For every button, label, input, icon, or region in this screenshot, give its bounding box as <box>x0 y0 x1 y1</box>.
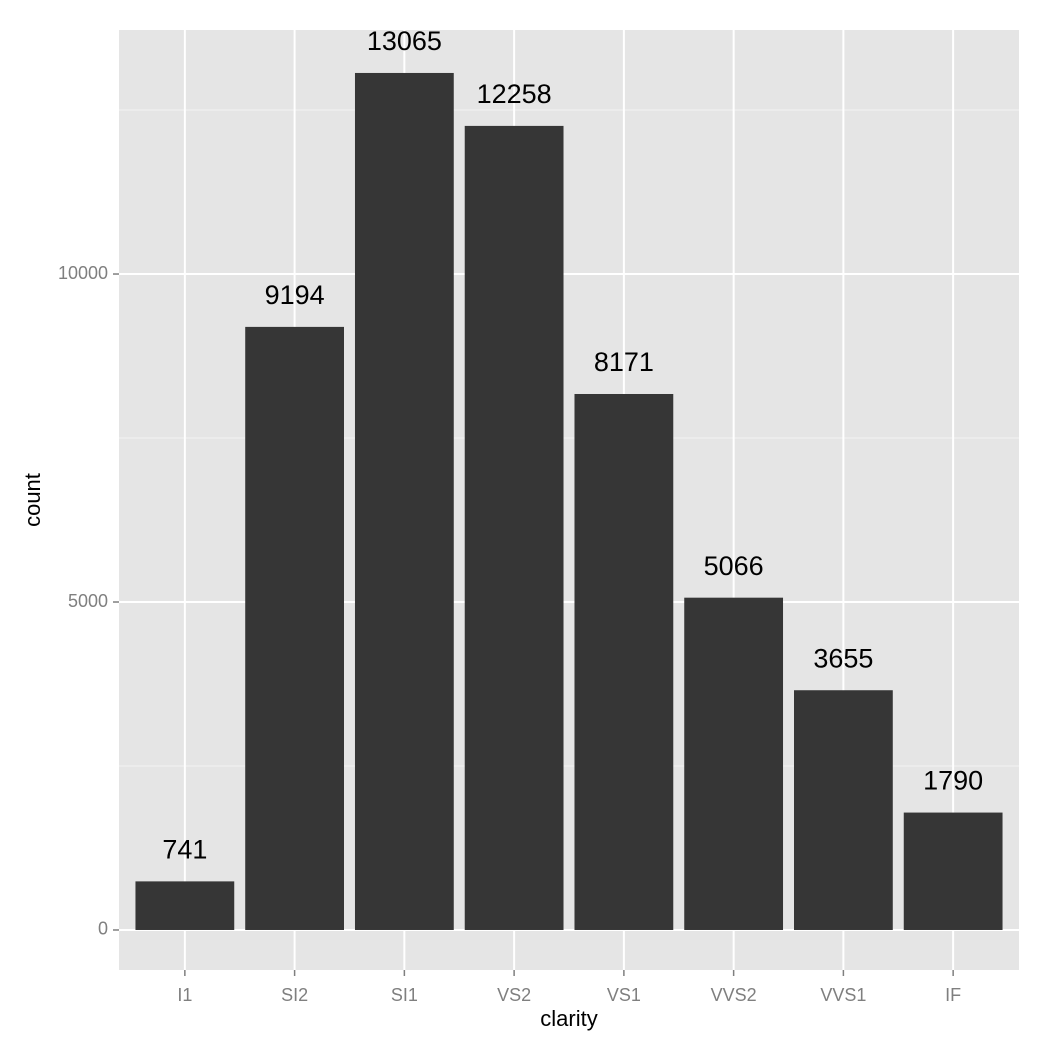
bar <box>684 597 784 930</box>
value-label: 9194 <box>265 280 325 310</box>
x-tick-label: IF <box>945 985 961 1005</box>
value-label: 741 <box>162 835 207 865</box>
marks <box>135 72 1003 930</box>
y-tick-label: 10000 <box>58 263 108 283</box>
bar <box>135 881 235 930</box>
x-tick-label: SI1 <box>391 985 418 1005</box>
x-tick-label: I1 <box>177 985 192 1005</box>
y-tick-label: 0 <box>98 919 108 939</box>
bar <box>245 326 344 930</box>
bar <box>464 125 564 930</box>
value-label: 12258 <box>477 79 552 109</box>
x-tick-label: VS1 <box>607 985 641 1005</box>
x-tick-label: VVS1 <box>820 985 866 1005</box>
bar <box>354 72 454 930</box>
value-label: 8171 <box>594 347 654 377</box>
value-label: 5066 <box>704 551 764 581</box>
bar <box>574 393 674 930</box>
x-axis-title: clarity <box>540 1006 597 1031</box>
value-label: 3655 <box>813 643 873 673</box>
y-axis-title: count <box>20 473 45 527</box>
bar <box>903 812 1003 930</box>
y-tick-label: 5000 <box>68 591 108 611</box>
value-label: 1790 <box>923 766 983 796</box>
x-tick-label: VS2 <box>497 985 531 1005</box>
value-label: 13065 <box>367 26 442 56</box>
x-tick-label: VVS2 <box>711 985 757 1005</box>
bar <box>794 690 893 930</box>
x-tick-label: SI2 <box>281 985 308 1005</box>
